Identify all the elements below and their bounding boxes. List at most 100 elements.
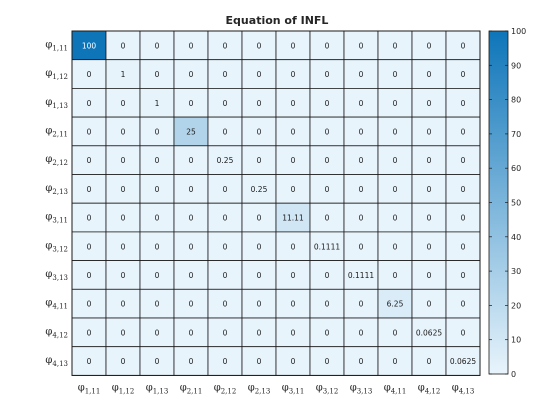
- cell-value-label: 0.1111: [314, 242, 340, 251]
- colorbar-tick-label: 50: [511, 199, 521, 208]
- cell-value-label: 0: [155, 70, 160, 79]
- heatmap-cell: [411, 116, 447, 147]
- cell-value-label: 0.1111: [348, 271, 374, 280]
- heatmap-cell: [445, 88, 481, 118]
- cell-value-label: 0: [325, 70, 330, 79]
- heatmap-cell: [309, 59, 345, 89]
- heatmap-cell: [173, 59, 209, 89]
- heatmap-cell: [173, 88, 209, 118]
- heatmap-cell: [173, 202, 209, 233]
- row-tick-labels: φ1,11 φ1,12 φ1,13 φ2,11 φ2,12 φ2,13 φ3,11 φ3,12…: [45, 39, 68, 368]
- cell-value-label: 0: [257, 99, 262, 108]
- cell-value-label: 0: [257, 328, 262, 337]
- cell-value-label: 25: [186, 127, 196, 136]
- heatmap-cell: [241, 317, 277, 348]
- colorbar-tick-label: 30: [511, 267, 521, 276]
- heatmap-cell: [241, 174, 277, 204]
- heatmap-cell: [173, 116, 209, 147]
- cell-value-label: 0: [461, 271, 466, 280]
- heatmap-cell: [241, 116, 277, 147]
- heatmap-cell: [207, 145, 243, 175]
- cell-value-label: 0: [325, 357, 330, 366]
- row-tick-label: φ2,11: [45, 125, 68, 138]
- cell-value-label: 0: [393, 242, 398, 251]
- cell-value-label: 0: [359, 99, 364, 108]
- cell-value-label: 0: [87, 271, 92, 280]
- cell-value-label: 6.25: [387, 300, 404, 309]
- cell-value-label: 0: [325, 300, 330, 309]
- cell-value-label: 0: [189, 242, 194, 251]
- cell-value-label: 0: [223, 357, 228, 366]
- row-tick-label: φ4,11: [45, 298, 68, 311]
- column-tick-label: φ4,12: [418, 382, 441, 395]
- heatmap-cell: [275, 88, 311, 118]
- heatmap-cell: [105, 317, 141, 348]
- heatmap-cell: [241, 59, 277, 89]
- heatmap-cell: [275, 174, 311, 204]
- cell-value-label: 0: [427, 41, 432, 50]
- cell-value-label: 0: [257, 70, 262, 79]
- heatmap-cell: [445, 116, 481, 147]
- cell-value-label: 0: [393, 41, 398, 50]
- cell-value-label: 0: [223, 70, 228, 79]
- cell-value-label: 0: [393, 70, 398, 79]
- cell-value-label: 0: [155, 271, 160, 280]
- colorbar-tick-label: 10: [511, 336, 521, 345]
- cell-value-label: 0: [291, 99, 296, 108]
- row-tick-label: φ1,13: [45, 97, 68, 110]
- cell-value-label: 0: [325, 156, 330, 165]
- heatmap-cell: [343, 202, 379, 233]
- cell-value-label: 0: [427, 242, 432, 251]
- cell-value-label: 0: [325, 185, 330, 194]
- heatmap-cell: [377, 202, 413, 233]
- heatmap-cell: [241, 346, 277, 376]
- heatmap-cell: [275, 202, 311, 233]
- heatmap-cell: [411, 231, 447, 261]
- heatmap-cell: [445, 260, 481, 290]
- column-tick-label: φ4,11: [384, 382, 407, 395]
- cell-value-label: 0: [393, 271, 398, 280]
- cell-value-label: 0: [427, 357, 432, 366]
- row-tick-label: φ2,12: [45, 154, 68, 167]
- cell-value-label: 0: [291, 242, 296, 251]
- heatmap-cell: [445, 288, 481, 319]
- cell-value-label: 0: [291, 41, 296, 50]
- cell-value-label: 0: [291, 328, 296, 337]
- heatmap-cell: [343, 317, 379, 348]
- cell-value-label: 0: [189, 70, 194, 79]
- cell-value-label: 0: [427, 214, 432, 223]
- cell-value-label: 0: [461, 242, 466, 251]
- cell-value-label: 0: [189, 156, 194, 165]
- colorbar-tick-label: 100: [511, 27, 526, 36]
- row-tick-label: φ3,11: [45, 212, 68, 225]
- colorbar-tick-label: 0: [511, 370, 516, 379]
- heatmap-cell: [411, 288, 447, 319]
- column-tick-label: φ1,11: [78, 382, 101, 395]
- heatmap-cell: [173, 317, 209, 348]
- row-tick-label: φ1,12: [45, 68, 68, 81]
- cell-value-label: 0: [87, 328, 92, 337]
- heatmap-cell: [309, 174, 345, 204]
- heatmap-cell: [275, 260, 311, 290]
- cell-value-label: 0.0625: [416, 328, 442, 337]
- row-tick-label: φ3,13: [45, 269, 68, 282]
- column-tick-label: φ2,13: [248, 382, 271, 395]
- cell-value-label: 0: [359, 185, 364, 194]
- cell-value-label: 0: [121, 300, 126, 309]
- column-tick-labels: φ1,11 φ1,12 φ1,13 φ2,11 φ2,12 φ2,13 φ3,11 φ3,12…: [78, 382, 475, 395]
- cell-value-label: 0: [393, 214, 398, 223]
- cell-value-label: 0: [359, 357, 364, 366]
- cell-value-label: 0: [87, 99, 92, 108]
- cell-value-label: 0: [393, 127, 398, 136]
- cell-value-label: 0: [189, 99, 194, 108]
- cell-value-label: 0: [291, 357, 296, 366]
- colorbar-tick-label: 70: [511, 130, 521, 139]
- heatmap-cell: [71, 174, 107, 204]
- cell-value-label: 0: [359, 300, 364, 309]
- cell-value-label: 0: [359, 214, 364, 223]
- heatmap-cell: [105, 288, 141, 319]
- cell-value-label: 0: [223, 99, 228, 108]
- heatmap-cell: [309, 260, 345, 290]
- heatmap-cell: [309, 288, 345, 319]
- cell-value-label: 0: [257, 214, 262, 223]
